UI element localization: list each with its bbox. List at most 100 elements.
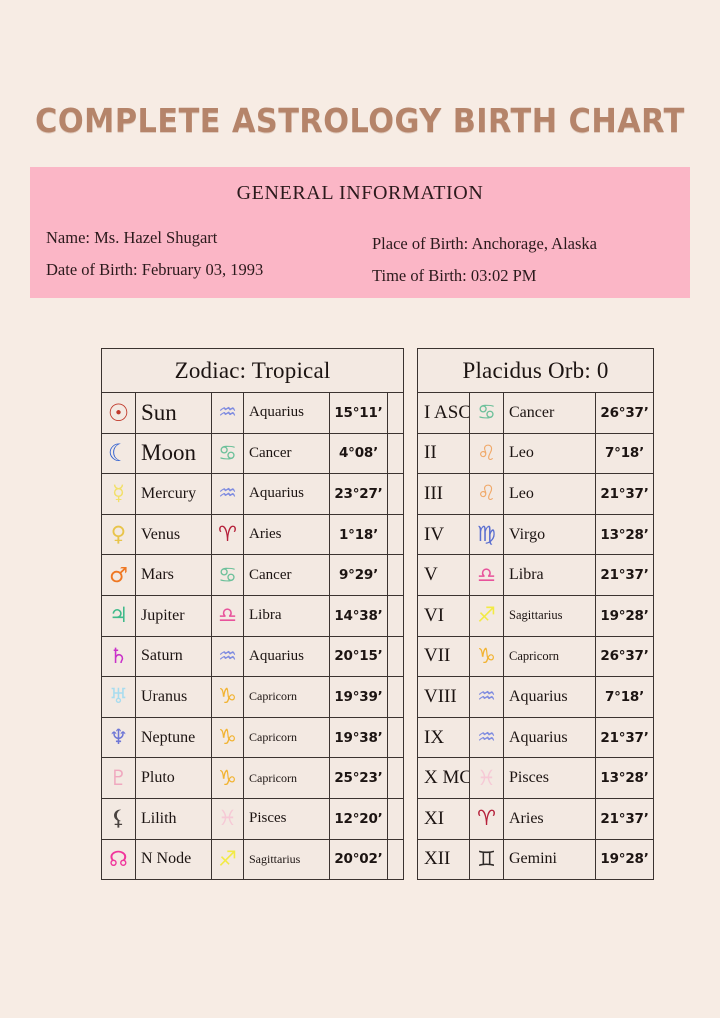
sign-name: Aries	[509, 809, 544, 827]
sign-name-cell: Pisces	[503, 757, 596, 799]
table-row: ♃ Jupiter ♎ Libra 14°38’	[101, 594, 405, 637]
house-number-cell: I ASC	[417, 392, 470, 434]
planet-glyph-cell: ♄	[101, 635, 136, 678]
planet-name: Saturn	[141, 647, 183, 665]
degree-value: 1°18’	[338, 526, 379, 543]
sign-glyph-cell: ♋	[211, 554, 244, 596]
uranus-symbol-icon: ♅	[109, 684, 128, 709]
table-row: VII ♑ Capricorn 26°37’	[417, 635, 655, 678]
sign-glyph-cell: ♎	[469, 554, 504, 596]
degree-value: 26°37’	[600, 648, 649, 665]
houses-table-header-row: Placidus Orb: 0	[416, 348, 655, 393]
table-row: ♆ Neptune ♑ Capricorn 19°38’	[101, 716, 405, 759]
sign-name: Aquarius	[509, 728, 568, 746]
aquarius-symbol-icon: ♒	[477, 684, 496, 709]
aries-symbol-icon: ♈	[218, 522, 237, 547]
planets-table-body: ☉ Sun ♒ Aquarius 15°11’ ☾ Moon ♋ Cancer 4°08’ ☿ Mer…	[101, 392, 405, 881]
gemini-symbol-icon: ♊	[477, 846, 496, 871]
table-row: ⚸ Lilith ♓ Pisces 12°20’	[101, 797, 405, 840]
house-number-cell: II	[417, 432, 470, 475]
house-number-cell: VII	[417, 635, 470, 678]
degree-value: 13°28’	[600, 770, 649, 787]
sign-name-cell: Aquarius	[503, 716, 596, 759]
planet-name-cell: Jupiter	[135, 594, 212, 637]
planet-name-cell: Mercury	[135, 473, 212, 515]
degree-cell: 21°37’	[594, 797, 655, 840]
sign-glyph-cell: ♒	[469, 676, 504, 718]
planet-glyph-cell: ♇	[101, 757, 136, 799]
planet-name: Mercury	[141, 484, 197, 502]
table-row: ☉ Sun ♒ Aquarius 15°11’	[101, 392, 405, 434]
house-number-cell: XI	[417, 797, 470, 840]
leo-symbol-icon: ♌	[477, 481, 496, 506]
table-row: IX ♒ Aquarius 21°37’	[417, 716, 655, 759]
sign-glyph-cell: ♓	[469, 757, 504, 799]
house-number: II	[424, 442, 437, 464]
sign-name: Pisces	[509, 769, 549, 787]
table-row: III ♌ Leo 21°37’	[417, 473, 655, 515]
sign-name: Leo	[509, 484, 534, 502]
degree-value: 15°11’	[334, 404, 383, 421]
table-row: XII ♊ Gemini 19°28’	[417, 838, 655, 881]
sign-name: Aquarius	[249, 647, 304, 664]
sign-name: Virgo	[509, 525, 546, 543]
house-number: XI	[424, 807, 445, 829]
aries-symbol-icon: ♈	[477, 806, 496, 831]
sign-glyph-cell: ♎	[211, 594, 244, 637]
spacer-cell	[386, 716, 405, 759]
libra-symbol-icon: ♎	[477, 562, 496, 587]
degree-cell: 15°11’	[329, 392, 388, 434]
sign-name: Capricorn	[249, 730, 297, 745]
degree-cell: 25°23’	[329, 757, 388, 799]
spacer-cell	[386, 594, 405, 637]
planet-name-cell: Venus	[135, 513, 212, 556]
sign-name-cell: Aquarius	[243, 635, 330, 678]
planet-name: Moon	[141, 440, 196, 466]
sign-name: Leo	[509, 444, 534, 462]
degree-value: 19°38’	[334, 729, 383, 746]
table-row: ♀ Venus ♈ Aries 1°18’	[101, 513, 405, 556]
table-row: ♅ Uranus ♑ Capricorn 19°39’	[101, 676, 405, 718]
table-row: ☿ Mercury ♒ Aquarius 23°27’	[101, 473, 405, 515]
sign-name: Cancer	[249, 566, 292, 583]
degree-value: 9°29’	[338, 567, 379, 584]
house-number-cell: VI	[417, 594, 470, 637]
degree-value: 19°28’	[600, 851, 649, 868]
cancer-symbol-icon: ♋	[218, 562, 237, 587]
sign-name-cell: Aquarius	[243, 392, 330, 434]
degree-cell: 20°15’	[329, 635, 388, 678]
sign-name: Aquarius	[249, 404, 304, 421]
sign-name-cell: Cancer	[243, 554, 330, 596]
planet-glyph-cell: ♃	[101, 594, 136, 637]
sign-name-cell: Libra	[243, 594, 330, 637]
sign-name-cell: Cancer	[243, 432, 330, 475]
sign-name: Gemini	[509, 850, 557, 868]
planet-name: Lilith	[141, 809, 177, 827]
degree-value: 21°37’	[600, 729, 649, 746]
planet-name: Sun	[141, 399, 177, 425]
spacer-cell	[386, 392, 405, 434]
degree-cell: 21°37’	[594, 554, 655, 596]
degree-cell: 23°27’	[329, 473, 388, 515]
planets-table-wrap: Zodiac: Tropical ☉ Sun ♒ Aquarius 15°11’ ☾ Moo…	[100, 348, 405, 881]
degree-value: 13°28’	[600, 526, 649, 543]
sagittarius-symbol-icon: ♐	[477, 603, 496, 628]
mars-symbol-icon: ♂	[109, 562, 128, 587]
sign-glyph-cell: ♌	[469, 473, 504, 515]
leo-symbol-icon: ♌	[477, 440, 496, 465]
spacer-cell	[386, 635, 405, 678]
sign-glyph-cell: ♒	[211, 473, 244, 515]
spacer-cell	[386, 554, 405, 596]
sign-name: Aquarius	[509, 687, 568, 705]
table-row: I ASC ♋ Cancer 26°37’	[417, 392, 655, 434]
sign-name-cell: Capricorn	[243, 676, 330, 718]
sign-glyph-cell: ♑	[211, 716, 244, 759]
sign-name-cell: Leo	[503, 432, 596, 475]
degree-cell: 7°18’	[594, 676, 655, 718]
planet-glyph-cell: ☿	[101, 473, 136, 515]
degree-cell: 21°37’	[594, 473, 655, 515]
sign-name-cell: Sagittarius	[243, 838, 330, 881]
sign-name-cell: Aries	[243, 513, 330, 556]
houses-table: Placidus Orb: 0 I ASC ♋ Cancer 26°37’ II ♌ Leo…	[416, 348, 655, 881]
house-number-cell: XII	[417, 838, 470, 881]
